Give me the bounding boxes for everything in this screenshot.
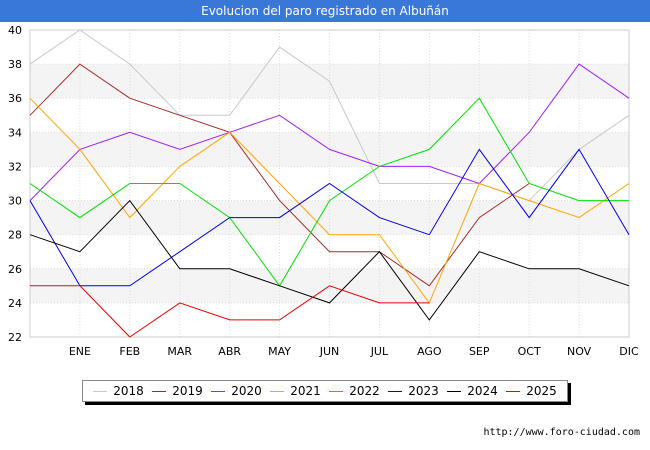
x-tick-label: JUL: [370, 345, 389, 358]
x-tick-label: AGO: [417, 345, 442, 358]
x-tick-label: ENE: [69, 345, 91, 358]
legend-item-2022: 2022: [329, 384, 380, 398]
legend-label: 2018: [113, 384, 144, 398]
x-tick-label: SEP: [469, 345, 490, 358]
x-tick-label: MAY: [268, 345, 291, 358]
series-lines: [29, 29, 630, 338]
series-line-2024: [29, 199, 630, 321]
legend-label: 2020: [231, 384, 262, 398]
legend-label: 2025: [526, 384, 557, 398]
line-chart: 22 24 26 28 30 32 34 36 38 40 ENE FEB MAR ABR MAY JUN J…: [8, 24, 639, 358]
x-tick-label: FEB: [119, 345, 140, 358]
y-tick-label: 30: [8, 195, 22, 208]
series-line-2020: [29, 63, 630, 201]
legend-label: 2019: [172, 384, 203, 398]
y-tick-label: 24: [8, 297, 22, 310]
y-tick-label: 28: [8, 229, 22, 242]
legend-label: 2023: [408, 384, 439, 398]
legend-swatch: [152, 390, 167, 392]
legend: 2018 2019 2020 2021 2022 2023 2024 2025: [82, 380, 568, 402]
y-tick-label: 32: [8, 160, 22, 173]
y-tick-label: 34: [8, 126, 22, 139]
legend-item-2023: 2023: [388, 384, 439, 398]
legend-label: 2024: [467, 384, 498, 398]
y-tick-label: 38: [8, 58, 22, 71]
legend-swatch: [506, 390, 521, 392]
legend-item-2025: 2025: [506, 384, 557, 398]
y-tick-label: 22: [8, 331, 22, 344]
legend-item-2024: 2024: [447, 384, 498, 398]
y-tick-label: 40: [8, 24, 22, 37]
legend-swatch: [93, 390, 108, 392]
legend-swatch: [270, 390, 285, 392]
series-line-2025: [30, 285, 430, 338]
x-axis-ticks: ENE FEB MAR ABR MAY JUN JUL AGO SEP OCT NOV DIC: [69, 345, 639, 358]
series-line-2021: [29, 97, 630, 304]
x-tick-label: MAR: [167, 345, 192, 358]
legend-swatch: [211, 390, 226, 392]
legend-item-2020: 2020: [211, 384, 262, 398]
legend-swatch: [447, 390, 462, 392]
source-url: http://www.foro-ciudad.com: [483, 427, 640, 438]
series-line-2022: [29, 97, 629, 287]
x-tick-label: DIC: [619, 345, 639, 358]
legend-label: 2022: [349, 384, 380, 398]
legend-swatch: [388, 390, 403, 392]
x-tick-label: JUN: [319, 345, 340, 358]
legend-item-2021: 2021: [270, 384, 321, 398]
x-tick-label: OCT: [518, 345, 541, 358]
x-tick-label: NOV: [567, 345, 592, 358]
legend-item-2018: 2018: [93, 384, 144, 398]
x-tick-label: ABR: [218, 345, 241, 358]
legend-item-2019: 2019: [152, 384, 203, 398]
y-axis-ticks: 22 24 26 28 30 32 34 36 38 40: [8, 24, 22, 344]
legend-swatch: [329, 390, 344, 392]
y-tick-label: 26: [8, 263, 22, 276]
plot-band: [30, 200, 629, 235]
y-tick-label: 36: [8, 92, 22, 105]
series-line-2023: [29, 148, 630, 287]
chart-title: Evolucion del paro registrado en Albuñán: [0, 0, 650, 22]
legend-label: 2021: [290, 384, 321, 398]
